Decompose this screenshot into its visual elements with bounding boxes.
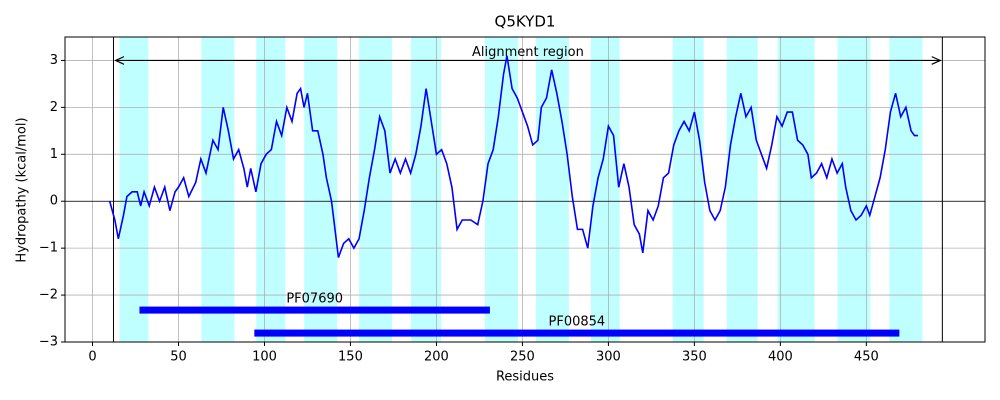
- x-tick-label: 350: [682, 350, 707, 365]
- y-tick-label: 3: [50, 53, 58, 68]
- x-tick-label: 250: [510, 350, 535, 365]
- x-tick-label: 300: [596, 350, 621, 365]
- domain-label: PF00854: [549, 315, 606, 330]
- x-tick-label: 200: [424, 350, 449, 365]
- y-axis-label: Hydropathy (kcal/mol): [15, 117, 30, 262]
- domain-bar: [139, 306, 490, 314]
- x-axis-label: Residues: [496, 370, 554, 385]
- y-tick-label: −3: [39, 335, 58, 350]
- x-tick-label: 400: [768, 350, 793, 365]
- y-tick-label: 2: [50, 100, 58, 115]
- y-tick-label: −2: [39, 288, 58, 303]
- y-tick-label: 0: [50, 194, 58, 209]
- x-tick-label: 450: [854, 350, 879, 365]
- hydrophobic-region: [837, 37, 871, 342]
- hydrophobic-region: [201, 37, 235, 342]
- hydrophobic-region: [672, 37, 704, 342]
- hydrophobic-region: [726, 37, 758, 342]
- domain-bar: [254, 329, 900, 337]
- domain-label: PF07690: [286, 292, 343, 307]
- hydrophobic-region: [304, 37, 338, 342]
- chart-title: Q5KYD1: [495, 13, 556, 31]
- x-tick-label: 150: [338, 350, 363, 365]
- alignment-label: Alignment region: [472, 45, 584, 60]
- x-tick-label: 50: [170, 350, 187, 365]
- hydropathy-line: [108, 55, 918, 258]
- hydrophobic-region: [359, 37, 393, 342]
- hydrophobic-region: [119, 37, 149, 342]
- x-tick-label: 100: [252, 350, 277, 365]
- hydrophobic-region: [535, 37, 569, 342]
- y-tick-label: −1: [39, 241, 58, 256]
- hydrophobic-region: [256, 37, 286, 342]
- hydrophobic-region: [777, 37, 815, 342]
- plot-frame: [64, 36, 986, 343]
- hydrophobic-region: [484, 37, 518, 342]
- hydrophobic-region: [889, 37, 923, 342]
- y-tick-label: 1: [50, 147, 58, 162]
- x-tick-label: 0: [88, 350, 96, 365]
